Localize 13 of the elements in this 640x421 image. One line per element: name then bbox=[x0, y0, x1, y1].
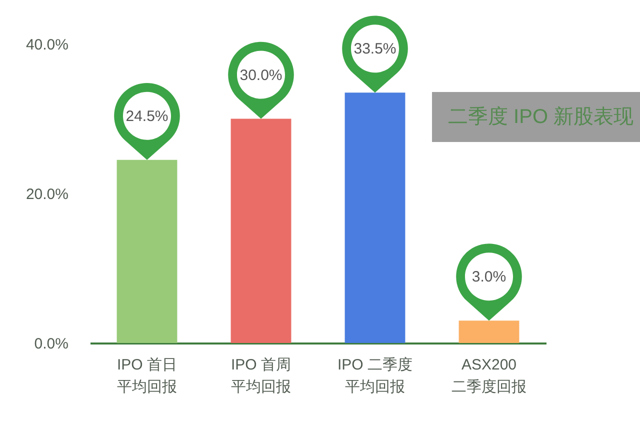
data-label: 3.0% bbox=[472, 268, 506, 286]
text: 二季度 IPO 新股表现 bbox=[448, 105, 634, 130]
bar bbox=[458, 320, 520, 343]
y-tick-label: 40.0% bbox=[26, 36, 68, 54]
x-tick-label: ASX200二季度回报 bbox=[452, 356, 526, 396]
y-tick-label: 0.0% bbox=[34, 336, 68, 352]
x-tick-label: IPO 首日平均回报 bbox=[116, 356, 178, 396]
data-label: 30.0% bbox=[240, 66, 282, 84]
x-tick-label: IPO 首周平均回报 bbox=[230, 356, 292, 396]
data-label: 33.5% bbox=[354, 40, 396, 58]
data-label: 24.5% bbox=[126, 108, 168, 125]
x-tick-label: IPO 二季度平均回报 bbox=[337, 356, 413, 396]
y-tick-label: 20.0% bbox=[26, 186, 68, 203]
